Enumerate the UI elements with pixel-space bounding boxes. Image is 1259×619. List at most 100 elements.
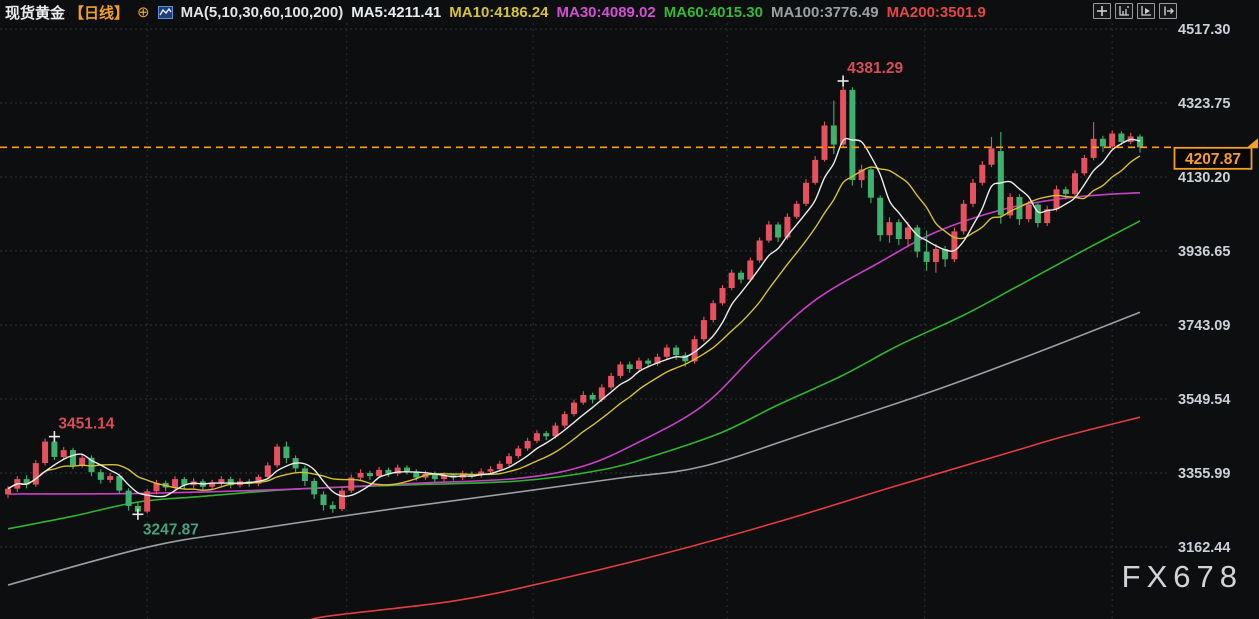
price-edge-arrow-icon (1246, 138, 1258, 149)
ma60-line (7, 220, 1141, 530)
ma100-line (7, 311, 1141, 586)
watermark: FX678 (1121, 559, 1243, 594)
candle (209, 482, 216, 487)
candle (793, 203, 800, 217)
candle (719, 288, 726, 304)
candle (682, 355, 689, 362)
extreme-price-annotation: 3247.87 (143, 521, 199, 538)
candle (172, 479, 178, 488)
crosshair-tool-icon[interactable] (1093, 3, 1111, 19)
collapse-panel-tool-icon[interactable] (1159, 3, 1177, 19)
candle (264, 465, 271, 477)
candle (1016, 197, 1023, 220)
ma10-value: MA10:4186.24 (449, 3, 549, 21)
candle (1118, 133, 1125, 142)
candle (339, 490, 345, 509)
candle (116, 476, 123, 491)
candle (1053, 189, 1060, 210)
candle (1099, 138, 1106, 147)
instrument-name: 现货黄金 (5, 4, 66, 22)
candle (5, 488, 11, 495)
candle (747, 260, 754, 280)
ma200-line (309, 416, 1141, 619)
candle (932, 249, 939, 262)
candle (858, 169, 865, 181)
ma60-value: MA60:4015.30 (663, 3, 763, 21)
candle (348, 477, 355, 491)
candle (274, 446, 281, 466)
candle (441, 475, 448, 480)
candle (431, 473, 438, 480)
candle (700, 320, 707, 340)
candle (1081, 158, 1088, 174)
candle (756, 240, 763, 261)
candle (311, 481, 318, 495)
y-axis-label: 4323.75 (1178, 96, 1230, 112)
current-price-tag: 4207.87 (1173, 146, 1253, 170)
candle (1034, 204, 1041, 223)
candle (970, 182, 976, 204)
candle (487, 469, 494, 472)
chart-toolbar (1093, 3, 1177, 19)
candle (636, 360, 642, 369)
expand-icon[interactable]: ⊕ (137, 4, 150, 21)
candle (301, 468, 308, 481)
candle (552, 425, 559, 437)
ma10-line (7, 155, 1141, 491)
candle (608, 375, 615, 388)
candle (654, 356, 661, 364)
candle (1137, 136, 1143, 148)
ma100-value: MA100:3776.49 (770, 3, 879, 21)
candle (561, 414, 568, 426)
candle (1044, 209, 1051, 223)
candle (914, 227, 921, 252)
candle (905, 227, 911, 239)
candle (524, 440, 531, 449)
candle (803, 182, 809, 204)
candle (775, 224, 782, 238)
y-axis-label: 4130.20 (1178, 170, 1230, 186)
candle (840, 89, 847, 145)
candle (663, 347, 670, 357)
candle (1109, 133, 1116, 147)
y-axis-label: 3355.99 (1178, 466, 1230, 482)
auto-play-tool-icon[interactable] (1137, 3, 1155, 19)
candle (830, 125, 837, 145)
current-price-value: 4207.87 (1185, 151, 1241, 168)
candle (867, 169, 874, 198)
candle (571, 402, 577, 415)
y-axis-label: 4517.30 (1178, 22, 1230, 38)
ma5-line (7, 137, 1141, 498)
candle (812, 159, 819, 183)
y-axis-label: 3162.44 (1178, 540, 1230, 556)
candle (496, 463, 503, 470)
candle (515, 448, 522, 457)
candle (673, 347, 680, 356)
y-axis-labels: 4517.30 4323.75 4130.20 3936.65 3743.09 3549.… (1178, 22, 1230, 556)
candle (728, 272, 735, 288)
ma30-line (7, 191, 1141, 495)
candle (1007, 197, 1014, 216)
candle (598, 387, 605, 400)
candle (877, 197, 884, 236)
ma200-value: MA200:3501.9 (886, 3, 986, 21)
chart-header: 现货黄金 【日线】 ⊕ MA(5,10,30,60,100,200) MA5:4… (5, 2, 986, 22)
candle (181, 479, 188, 486)
candle (506, 456, 512, 464)
extreme-price-annotation: 3451.14 (58, 416, 114, 433)
candle (283, 446, 290, 459)
candle (394, 467, 401, 474)
candle (589, 395, 596, 400)
candle (134, 505, 141, 512)
indicator-badge-icon[interactable] (157, 5, 173, 19)
y-axis-label: 3549.54 (1178, 392, 1230, 408)
candle (144, 491, 151, 512)
ma5-value: MA5:4211.41 (351, 3, 442, 21)
y-axis-label: 3743.09 (1178, 318, 1230, 334)
candle (1072, 173, 1078, 194)
axis-scale-tool-icon[interactable] (1115, 3, 1133, 19)
candle (988, 148, 995, 165)
candle (691, 339, 698, 362)
